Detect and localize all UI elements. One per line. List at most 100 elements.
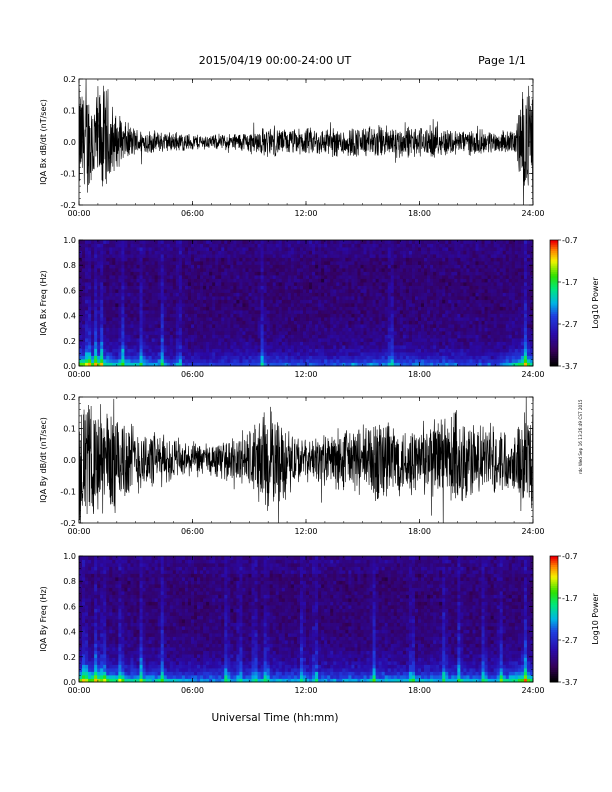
spectrogram-cell bbox=[387, 264, 392, 269]
spectrogram-cell bbox=[251, 243, 255, 248]
spectrogram-cell bbox=[242, 334, 246, 339]
spectrogram-cell bbox=[163, 282, 168, 286]
spectrogram-cell bbox=[172, 303, 177, 307]
spectrogram-cell bbox=[318, 324, 322, 328]
spectrogram-cell bbox=[251, 292, 255, 297]
spectrogram-cell bbox=[366, 275, 370, 279]
spectrogram-cell bbox=[148, 264, 153, 269]
spectrogram-cell bbox=[411, 306, 416, 311]
spectrogram-cell bbox=[236, 240, 240, 244]
spectrogram-cell bbox=[163, 285, 168, 290]
spectrogram-cell bbox=[166, 240, 171, 244]
spectrogram-cell bbox=[91, 310, 95, 314]
spectrogram-cell bbox=[387, 310, 392, 314]
spectrogram-cell bbox=[251, 271, 255, 276]
spectrogram-cell bbox=[481, 306, 485, 311]
spectrogram-cell bbox=[472, 243, 476, 248]
spectrogram-cell bbox=[254, 345, 258, 349]
spectrogram-cell bbox=[254, 320, 258, 325]
spectrogram-cell bbox=[445, 362, 449, 367]
spectrogram-cell bbox=[266, 292, 271, 297]
spectrogram-cell bbox=[184, 264, 189, 269]
spectrogram-cell bbox=[181, 362, 186, 367]
spectrogram-cell bbox=[424, 359, 428, 363]
spectrogram-cell bbox=[221, 310, 225, 314]
spectrogram-cell bbox=[457, 289, 461, 293]
spectrogram-cell bbox=[454, 348, 458, 353]
spectrogram-cell bbox=[251, 317, 255, 321]
spectrogram-cell bbox=[230, 327, 234, 332]
ylabel: IQA Bx dB/dt (nT/sec) bbox=[39, 99, 48, 185]
spectrogram-cell bbox=[124, 306, 128, 311]
spectrogram-cell bbox=[251, 250, 255, 255]
spectrogram-cell bbox=[351, 362, 355, 367]
spectrogram-cell bbox=[257, 275, 261, 279]
spectrogram-cell bbox=[109, 296, 113, 300]
spectrogram-cell bbox=[169, 327, 174, 332]
spectrogram-cell bbox=[411, 285, 416, 290]
spectrogram-cell bbox=[478, 296, 482, 300]
spectrogram-cell bbox=[118, 355, 122, 360]
spectrogram-cell bbox=[354, 289, 358, 293]
spectrogram-cell bbox=[275, 247, 280, 251]
spectrogram-cell bbox=[142, 299, 146, 304]
spectrogram-cell bbox=[160, 240, 165, 244]
spectrogram-cell bbox=[112, 348, 116, 353]
spectrogram-cell bbox=[369, 324, 373, 328]
spectrogram-cell bbox=[88, 282, 92, 286]
spectrogram-cell bbox=[142, 352, 146, 356]
spectrogram-cell bbox=[248, 278, 252, 283]
spectrogram-cell bbox=[421, 348, 425, 353]
spectrogram-cell bbox=[215, 334, 219, 339]
spectrogram-cell bbox=[151, 324, 156, 328]
spectrogram-cell bbox=[324, 334, 328, 339]
spectrogram-cell bbox=[218, 250, 222, 255]
spectrogram-cell bbox=[281, 313, 286, 318]
spectrogram-cell bbox=[436, 317, 440, 321]
spectrogram-cell bbox=[375, 341, 380, 346]
spectrogram-cell bbox=[451, 296, 455, 300]
spectrogram-cell bbox=[393, 320, 398, 325]
spectrogram-cell bbox=[315, 257, 319, 262]
spectrogram-cell bbox=[333, 285, 337, 290]
spectrogram-cell bbox=[245, 240, 249, 244]
spectrogram-cell bbox=[166, 268, 171, 272]
spectrogram-cell bbox=[399, 313, 404, 318]
spectrogram-cell bbox=[296, 331, 301, 335]
spectrogram-cell bbox=[315, 292, 319, 297]
spectrogram-cell bbox=[209, 257, 213, 262]
spectrogram-cell bbox=[121, 355, 125, 360]
spectrogram-cell bbox=[133, 320, 137, 325]
spectrogram-cell bbox=[112, 257, 116, 262]
spectrogram-cell bbox=[224, 247, 228, 251]
spectrogram-cell bbox=[445, 254, 449, 258]
spectrogram-cell bbox=[369, 320, 373, 325]
spectrogram-cell bbox=[203, 362, 207, 367]
spectrogram-cell bbox=[166, 334, 171, 339]
spectrogram-cell bbox=[424, 355, 428, 360]
spectrogram-cell bbox=[209, 345, 213, 349]
spectrogram-cell bbox=[91, 296, 95, 300]
spectrogram-cell bbox=[378, 296, 383, 300]
spectrogram-cell bbox=[118, 296, 122, 300]
spectrogram-cell bbox=[142, 292, 146, 297]
spectrogram-cell bbox=[472, 334, 476, 339]
spectrogram-cell bbox=[466, 303, 470, 307]
spectrogram-cell bbox=[375, 355, 380, 360]
spectrogram-cell bbox=[230, 362, 234, 367]
spectrogram-cell bbox=[166, 264, 171, 269]
spectrogram-cell bbox=[154, 299, 159, 304]
spectrogram-cell bbox=[408, 352, 413, 356]
spectrogram-cell bbox=[251, 359, 255, 363]
spectrogram-cell bbox=[139, 338, 143, 342]
spectrogram-cell bbox=[124, 313, 128, 318]
spectrogram-cell bbox=[263, 257, 268, 262]
spectrogram-cell bbox=[130, 250, 134, 255]
spectrogram-cell bbox=[118, 271, 122, 276]
spectrogram-cell bbox=[433, 264, 437, 269]
spectrogram-cell bbox=[466, 331, 470, 335]
spectrogram-cell bbox=[357, 345, 361, 349]
spectrogram-cell bbox=[336, 341, 340, 346]
spectrogram-cell bbox=[257, 317, 261, 321]
spectrogram-cell bbox=[293, 338, 298, 342]
